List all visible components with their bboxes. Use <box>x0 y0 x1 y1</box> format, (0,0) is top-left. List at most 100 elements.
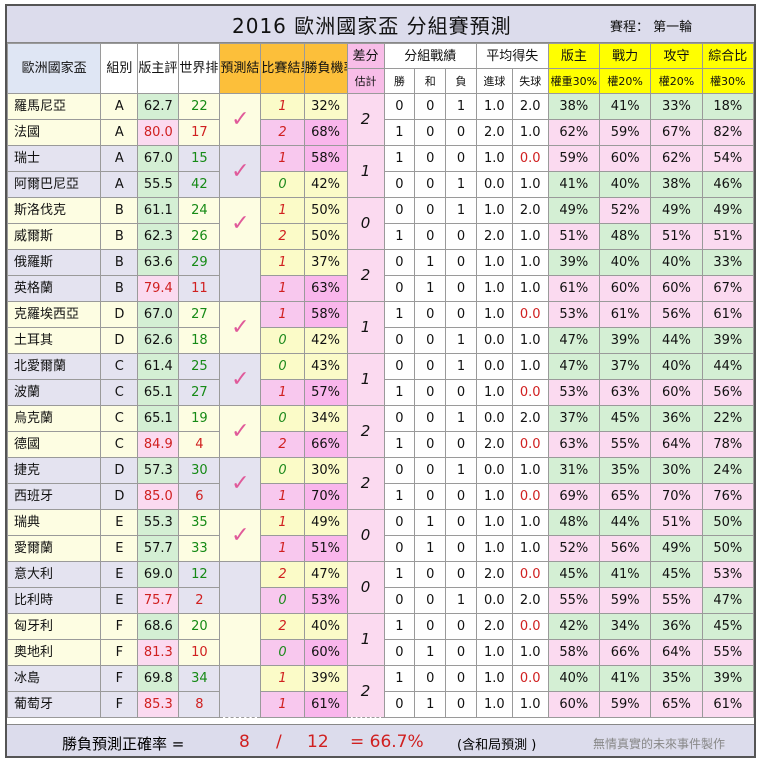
avg-goals-against: 1.0 <box>511 457 549 484</box>
host-pct: 37% <box>547 405 601 432</box>
power-pct: 59% <box>598 587 652 614</box>
power-pct: 48% <box>598 223 652 250</box>
record-win: 0 <box>383 327 416 354</box>
record-win: 1 <box>383 301 416 328</box>
host-pct: 60% <box>547 691 601 718</box>
combined-pct: 18% <box>701 93 754 120</box>
header-team: 歐洲國家盃 <box>7 43 102 94</box>
header-host-weight: 權重30% <box>547 68 601 94</box>
win-probability: 53% <box>303 587 348 614</box>
team-rating: 62.7 <box>137 93 180 120</box>
avg-goals-against: 1.0 <box>511 535 549 562</box>
team-group: B <box>100 197 139 224</box>
check-icon <box>219 249 262 302</box>
team-rating: 65.1 <box>137 379 180 406</box>
header-rating: 版主評分 <box>137 43 180 94</box>
avg-goals-for: 1.0 <box>475 145 513 172</box>
team-world-rank: 27 <box>178 301 221 328</box>
attdef-pct: 33% <box>650 93 703 120</box>
record-draw: 0 <box>414 197 447 224</box>
header-result: 比賽結果 <box>260 43 305 94</box>
win-probability: 39% <box>303 665 348 692</box>
team-world-rank: 35 <box>178 509 221 536</box>
record-loss: 1 <box>445 457 477 484</box>
team-rating: 55.5 <box>137 171 180 198</box>
title-bar: 2016 歐洲國家盃 分組賽預測 賽程： 第一輪 <box>7 6 754 43</box>
match-result: 1 <box>260 483 305 510</box>
avg-goals-against: 1.0 <box>511 353 549 380</box>
team-rating: 55.3 <box>137 509 180 536</box>
host-pct: 58% <box>547 639 601 666</box>
team-row: 冰島 F 69.8 34 1 39% 2 1 0 0 1.0 0.0 40% 41% 35% 39% <box>7 665 754 718</box>
power-pct: 44% <box>598 509 652 536</box>
team-world-rank: 25 <box>178 353 221 380</box>
attdef-pct: 55% <box>650 587 703 614</box>
team-rating: 75.7 <box>137 587 180 614</box>
win-probability: 37% <box>303 249 348 276</box>
diff-estimate: 2 <box>346 457 385 510</box>
record-draw: 1 <box>414 639 447 666</box>
accuracy-correct: 8 <box>239 732 250 752</box>
win-probability: 66% <box>303 431 348 458</box>
accuracy-rate: = 66.7% <box>350 732 424 752</box>
combined-pct: 76% <box>701 483 754 510</box>
team-name: 愛爾蘭 <box>7 535 102 562</box>
header-win: 勝 <box>383 68 416 94</box>
match-result: 0 <box>260 405 305 432</box>
combined-pct: 39% <box>701 327 754 354</box>
combined-pct: 45% <box>701 613 754 640</box>
power-pct: 66% <box>598 639 652 666</box>
power-pct: 52% <box>598 197 652 224</box>
power-pct: 55% <box>598 431 652 458</box>
check-icon <box>219 561 262 614</box>
avg-goals-against: 0.0 <box>511 483 549 510</box>
win-probability: 32% <box>303 93 348 120</box>
team-group: D <box>100 483 139 510</box>
team-rating: 63.6 <box>137 249 180 276</box>
team-world-rank: 27 <box>178 379 221 406</box>
team-name: 匈牙利 <box>7 613 102 640</box>
avg-goals-against: 1.0 <box>511 639 549 666</box>
host-pct: 53% <box>547 301 601 328</box>
combined-pct: 55% <box>701 639 754 666</box>
combined-pct: 53% <box>701 561 754 588</box>
win-probability: 51% <box>303 535 348 562</box>
header-attdef-weight: 權20% <box>650 68 703 94</box>
team-rating: 57.3 <box>137 457 180 484</box>
diff-estimate: 2 <box>346 405 385 458</box>
diff-estimate: 1 <box>346 353 385 406</box>
host-pct: 69% <box>547 483 601 510</box>
record-win: 0 <box>383 587 416 614</box>
avg-goals-against: 2.0 <box>511 93 549 120</box>
avg-goals-for: 1.0 <box>475 93 513 120</box>
team-group: B <box>100 275 139 302</box>
attdef-pct: 49% <box>650 197 703 224</box>
record-draw: 1 <box>414 249 447 276</box>
header-draw: 和 <box>414 68 447 94</box>
power-pct: 59% <box>598 119 652 146</box>
team-name: 意大利 <box>7 561 102 588</box>
power-pct: 65% <box>598 483 652 510</box>
record-draw: 0 <box>414 665 447 692</box>
power-pct: 40% <box>598 171 652 198</box>
record-draw: 0 <box>414 119 447 146</box>
accuracy-slash: / <box>276 732 282 752</box>
avg-goals-against: 0.0 <box>511 301 549 328</box>
team-rating: 61.4 <box>137 353 180 380</box>
record-win: 0 <box>383 457 416 484</box>
record-loss: 1 <box>445 587 477 614</box>
record-loss: 0 <box>445 379 477 406</box>
team-rating: 85.3 <box>137 691 180 718</box>
power-pct: 41% <box>598 561 652 588</box>
combined-pct: 51% <box>701 223 754 250</box>
record-win: 0 <box>383 249 416 276</box>
team-rating: 79.4 <box>137 275 180 302</box>
record-draw: 0 <box>414 301 447 328</box>
win-probability: 34% <box>303 405 348 432</box>
power-pct: 35% <box>598 457 652 484</box>
team-group: B <box>100 223 139 250</box>
team-world-rank: 15 <box>178 145 221 172</box>
combined-pct: 54% <box>701 145 754 172</box>
record-loss: 0 <box>445 223 477 250</box>
attdef-pct: 40% <box>650 353 703 380</box>
